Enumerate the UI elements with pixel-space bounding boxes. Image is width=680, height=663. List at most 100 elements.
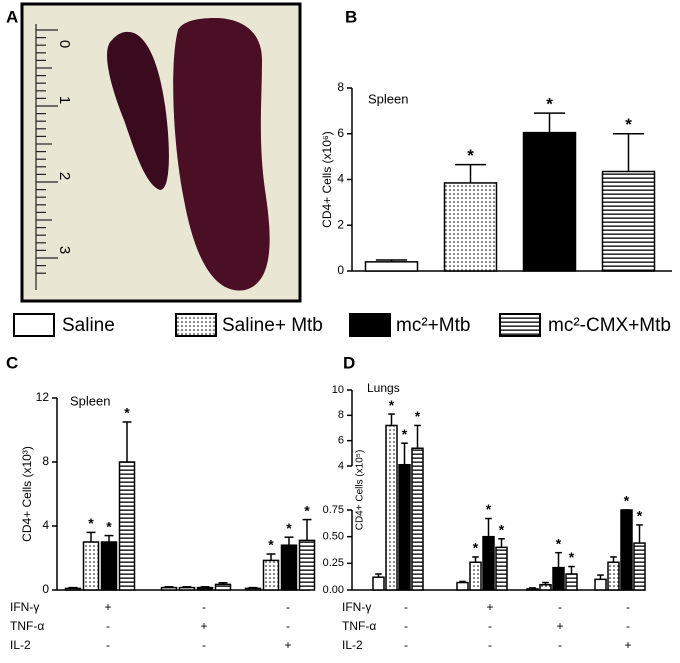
y-tick-label: 8 bbox=[338, 409, 344, 421]
table-row-label: TNF-α bbox=[342, 619, 376, 633]
y-axis-label: CD4+ Cells (x10⁶) bbox=[320, 131, 334, 228]
y-tick-label: 0.50 bbox=[323, 531, 344, 543]
significance-mark: * bbox=[473, 540, 479, 556]
y-tick-label: 0 bbox=[42, 582, 49, 596]
y-tick-label: 8 bbox=[42, 454, 49, 468]
table-cell: + bbox=[200, 619, 207, 633]
bar bbox=[482, 535, 495, 591]
table-cell: + bbox=[284, 638, 291, 652]
table-cell: - bbox=[626, 600, 630, 614]
y-tick-label: 4 bbox=[337, 172, 344, 186]
significance-mark: * bbox=[637, 508, 643, 524]
legend-label: Saline+ Mtb bbox=[222, 315, 323, 336]
legend-swatch bbox=[175, 313, 217, 337]
bar bbox=[214, 583, 232, 591]
y-tick-label: 0 bbox=[337, 263, 344, 277]
table-cell: - bbox=[558, 638, 562, 652]
panel-label: C bbox=[6, 353, 18, 372]
table-row-label: IFN-γ bbox=[342, 600, 371, 614]
significance-mark: * bbox=[415, 408, 421, 424]
table-cell: + bbox=[624, 638, 631, 652]
panel-label: D bbox=[343, 353, 355, 372]
significance-mark: * bbox=[106, 518, 112, 534]
table-cell: + bbox=[104, 600, 111, 614]
significance-mark: * bbox=[124, 405, 130, 421]
bar bbox=[526, 588, 539, 591]
table-cell: - bbox=[202, 600, 206, 614]
bar bbox=[411, 447, 424, 591]
table-cell: - bbox=[404, 619, 408, 633]
bar bbox=[385, 424, 398, 591]
significance-mark: * bbox=[569, 549, 575, 565]
table-cell: - bbox=[558, 600, 562, 614]
table-row-label: IFN-γ bbox=[10, 600, 39, 614]
bar bbox=[620, 509, 633, 591]
ruler bbox=[35, 24, 58, 290]
y-tick-label: 10 bbox=[332, 384, 344, 396]
bar bbox=[298, 539, 316, 591]
bar bbox=[456, 581, 469, 591]
significance-mark: * bbox=[556, 535, 562, 551]
bar bbox=[178, 586, 196, 591]
y-tick-label: 8 bbox=[337, 80, 344, 94]
table-row-label: IL-2 bbox=[10, 638, 31, 652]
y-axis-label: CD4+ Cells (x10⁵) bbox=[355, 450, 366, 531]
ruler-label: 1 bbox=[56, 96, 73, 104]
bar bbox=[100, 541, 118, 591]
bar bbox=[372, 576, 385, 591]
bar bbox=[633, 542, 646, 591]
panel-label: B bbox=[345, 7, 357, 26]
bar bbox=[398, 463, 411, 591]
table-row-label: IL-2 bbox=[342, 638, 363, 652]
photo: 0 1 2 3 bbox=[20, 2, 302, 303]
significance-mark: * bbox=[467, 146, 474, 165]
y-axis-label: CD4+ Cells (x10³) bbox=[20, 446, 34, 542]
bar bbox=[601, 170, 656, 272]
ruler-label: 0 bbox=[56, 40, 73, 48]
bar bbox=[118, 461, 136, 591]
table-cell: - bbox=[404, 638, 408, 652]
bar bbox=[244, 587, 262, 591]
legend-swatch bbox=[499, 313, 541, 337]
table-cell: - bbox=[286, 600, 290, 614]
bar bbox=[280, 544, 298, 591]
table-cell: - bbox=[202, 638, 206, 652]
significance-mark: * bbox=[268, 537, 274, 553]
significance-mark: * bbox=[304, 502, 310, 518]
small-spleen bbox=[107, 31, 169, 191]
y-tick-label: 12 bbox=[36, 390, 50, 404]
bar bbox=[539, 583, 552, 591]
ruler-label: 2 bbox=[56, 172, 73, 180]
significance-mark: * bbox=[499, 522, 505, 538]
bar bbox=[262, 559, 280, 591]
significance-mark: * bbox=[88, 515, 94, 531]
bar bbox=[64, 587, 82, 591]
table-cell: + bbox=[486, 600, 493, 614]
significance-mark: * bbox=[546, 95, 553, 114]
legend-swatch bbox=[349, 313, 391, 337]
table-cell: - bbox=[286, 619, 290, 633]
table-cell: - bbox=[488, 638, 492, 652]
significance-mark: * bbox=[625, 115, 632, 134]
table-cell: - bbox=[106, 619, 110, 633]
table-row-label: TNF-α bbox=[10, 619, 44, 633]
y-tick-label: 0.75 bbox=[323, 504, 344, 516]
table-cell: + bbox=[556, 619, 563, 633]
bar bbox=[607, 561, 620, 591]
bar bbox=[443, 182, 498, 272]
table-cell: - bbox=[626, 619, 630, 633]
y-tick-label: 0.25 bbox=[323, 557, 344, 569]
significance-mark: * bbox=[286, 520, 292, 536]
bar bbox=[196, 586, 214, 591]
y-tick-label: 6 bbox=[337, 126, 344, 140]
chart-annotation: Lungs bbox=[367, 381, 400, 395]
bar bbox=[469, 561, 482, 591]
large-spleen bbox=[173, 18, 270, 291]
legend-swatch bbox=[13, 313, 55, 337]
legend-label: Saline bbox=[62, 315, 115, 336]
significance-mark: * bbox=[402, 426, 408, 442]
bar bbox=[364, 261, 419, 272]
table-cell: - bbox=[488, 619, 492, 633]
bar bbox=[495, 546, 508, 591]
chart-annotation: Spleen bbox=[368, 91, 408, 106]
